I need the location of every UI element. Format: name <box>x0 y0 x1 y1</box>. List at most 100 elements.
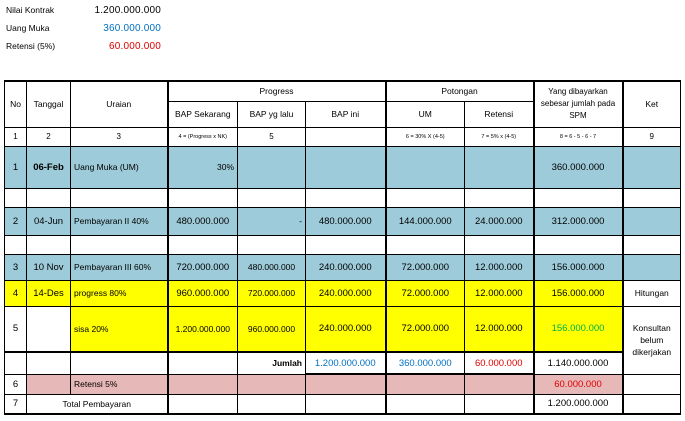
cell-tanggal <box>26 305 71 353</box>
idx-5: 5 <box>237 126 306 147</box>
cell-yang-dibayar: 156.000.000 <box>532 305 624 353</box>
cell-uraian: Total Pembayaran <box>26 393 168 415</box>
cell-bap-sekarang: 1.200.000.000 <box>166 305 238 353</box>
idx-7: 6 = 30% X (4-5) <box>385 126 466 147</box>
idx-9: 8 = 6 - 5 - 6 - 7 <box>532 126 624 147</box>
cell-no: 3 <box>4 253 27 281</box>
header-uraian: Uraian <box>70 80 168 128</box>
cell-yang-dibayar: 156.000.000 <box>532 279 624 307</box>
cell-bap-lalu <box>237 145 306 189</box>
cell-ket <box>622 393 682 415</box>
cell-um: 144.000.000 <box>385 206 466 236</box>
cell-empty <box>4 351 27 375</box>
cell-bap-sekarang: 720.000.000 <box>166 253 238 281</box>
header-progress: Progress <box>166 80 387 102</box>
cell-empty <box>304 373 387 395</box>
cell-retensi: 24.000.000 <box>464 206 535 236</box>
idx-6 <box>304 126 387 147</box>
cell-empty <box>464 373 535 395</box>
cell-bap-sekarang: 960.000.000 <box>166 279 238 307</box>
cell-um: 72.000.000 <box>385 305 466 353</box>
cell-bap-ini: 240.000.000 <box>304 253 387 281</box>
spacer-row <box>4 187 682 208</box>
cell-uraian: sisa 20% <box>70 305 168 353</box>
jumlah-label: Jumlah <box>237 351 306 375</box>
cell-yang-dibayar: 156.000.000 <box>532 253 624 281</box>
header-row-1: No Tanggal Uraian Progress Potongan Yang… <box>4 80 682 128</box>
table-row: 2 04-Jun Pembayaran II 40% 480.000.000 -… <box>4 206 682 236</box>
nilai-kontrak-label: Nilai Kontrak <box>6 5 55 15</box>
idx-1: 1 <box>4 126 27 147</box>
cell-empty <box>304 393 387 415</box>
cell-no: 5 <box>4 305 27 353</box>
cell-empty <box>385 373 466 395</box>
cell-yang-dibayar: 312.000.000 <box>532 206 624 236</box>
table-row: 4 14-Des progress 80% 960.000.000 720.00… <box>4 279 682 307</box>
jumlah-yang-dibayar: 1.140.000.000 <box>532 351 624 375</box>
header-tanggal: Tanggal <box>26 80 71 128</box>
jumlah-um: 360.000.000 <box>385 351 466 375</box>
header-row-2: BAP Sekarang BAP yg lalu BAP ini UM Rete… <box>5 100 681 128</box>
table-row: 7 Total Pembayaran 1.200.000.000 <box>4 393 682 415</box>
idx-4: 4 = (Progress x NK) <box>166 126 238 147</box>
cell-empty <box>385 393 466 415</box>
cell-uraian: Pembayaran III 60% <box>70 253 168 281</box>
cell-bap-ini: 240.000.000 <box>304 279 387 307</box>
index-row: 1 2 3 4 = (Progress x NK) 5 6 = 30% X (4… <box>4 126 682 147</box>
cell-ket <box>622 145 682 189</box>
idx-10: 9 <box>622 126 682 147</box>
cell-bap-lalu: 720.000.000 <box>237 279 306 307</box>
uang-muka-label: Uang Muka <box>6 23 50 33</box>
idx-8: 7 = 5% x (4-5) <box>464 126 535 147</box>
cell-bap-lalu: 480.000.000 <box>237 253 306 281</box>
cell-tanggal: 10 Nov <box>26 253 71 281</box>
cell-tanggal: 14-Des <box>26 279 71 307</box>
payment-table: No Tanggal Uraian Progress Potongan Yang… <box>4 80 682 415</box>
cell-bap-sekarang: 480.000.000 <box>166 206 238 236</box>
cell-ket <box>622 373 682 395</box>
cell-no: 2 <box>4 206 27 236</box>
table-row: 1 06-Feb Uang Muka (UM) 30% 360.000.000 <box>4 145 682 189</box>
cell-retensi: 12.000.000 <box>464 279 535 307</box>
table-row: 5 sisa 20% 1.200.000.000 960.000.000 240… <box>4 305 682 375</box>
cell-empty <box>26 351 71 375</box>
jumlah-bap-ini: 1.200.000.000 <box>304 351 387 375</box>
header-um: UM <box>385 100 466 128</box>
cell-empty <box>166 393 238 415</box>
header-ket: Ket <box>622 80 682 128</box>
cell-tanggal <box>26 373 71 395</box>
cell-uraian: Uang Muka (UM) <box>70 145 168 189</box>
table-row: 6 Retensi 5% 60.000.000 <box>4 373 682 395</box>
jumlah-retensi: 60.000.000 <box>464 351 535 375</box>
cell-uraian: Pembayaran II 40% <box>70 206 168 236</box>
header-potongan: Potongan <box>385 80 535 102</box>
cell-um <box>385 145 466 189</box>
cell-uraian: Retensi 5% <box>70 373 168 395</box>
cell-bap-sekarang: 30% <box>166 145 238 189</box>
cell-tanggal: 04-Jun <box>26 206 71 236</box>
cell-uraian: progress 80% <box>70 279 168 307</box>
idx-3: 3 <box>70 126 168 147</box>
nilai-kontrak-value: 1.200.000.000 <box>94 5 161 16</box>
cell-um: 72.000.000 <box>385 253 466 281</box>
cell-ket <box>622 206 682 236</box>
cell-bap-lalu: 960.000.000 <box>237 305 306 353</box>
idx-2: 2 <box>26 126 71 147</box>
cell-retensi <box>464 145 535 189</box>
cell-ket: Hitungan <box>622 279 682 307</box>
cell-um: 72.000.000 <box>385 279 466 307</box>
cell-no: 1 <box>4 145 27 189</box>
cell-empty <box>237 373 306 395</box>
spacer-row <box>4 234 682 255</box>
cell-yang-dibayar: 1.200.000.000 <box>532 393 624 415</box>
cell-empty <box>70 351 168 375</box>
cell-no: 6 <box>4 373 27 395</box>
cell-retensi: 12.000.000 <box>464 305 535 353</box>
cell-bap-lalu: - <box>237 206 306 236</box>
header-bap-lalu: BAP yg lalu <box>237 100 306 128</box>
cell-tanggal: 06-Feb <box>26 145 71 189</box>
cell-retensi: 12.000.000 <box>464 253 535 281</box>
cell-empty <box>464 393 535 415</box>
cell-empty <box>166 351 238 375</box>
header-bap-ini: BAP ini <box>304 100 387 128</box>
